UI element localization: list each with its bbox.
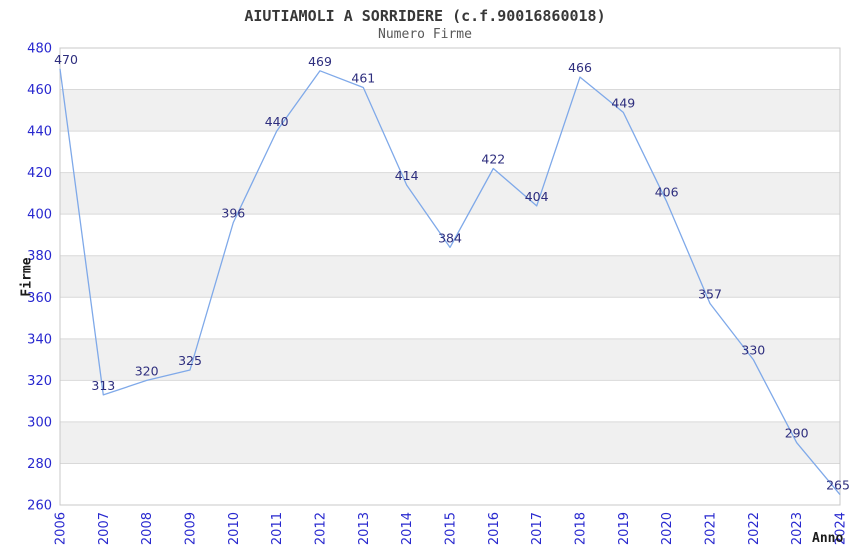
x-tick-label: 2021 [704,512,719,545]
y-tick-label: 440 [27,125,52,140]
chart-title: AIUTIAMOLI A SORRIDERE (c.f.90016860018) [244,7,606,25]
x-tick-label: 2018 [574,512,589,545]
grid-band [60,255,840,298]
x-tick-label: 2007 [97,512,112,545]
x-tick-label: 2013 [357,512,372,545]
plot-border [59,47,841,506]
x-tick-label: 2008 [140,512,155,545]
data-label: 422 [481,151,505,166]
data-label: 290 [785,426,809,441]
y-axis-title: Firme [19,257,35,297]
x-tick-label: 2015 [444,512,459,545]
x-tick-label: 2022 [747,512,762,545]
x-tick-label: 2011 [270,512,285,545]
x-tick-label: 2024 [834,512,849,545]
y-tick-label: 340 [27,332,52,347]
y-tick-label: 320 [27,374,52,389]
y-tick-label: 420 [27,166,52,181]
grid-band [60,338,840,381]
data-label: 461 [351,70,375,85]
y-tick-label: 260 [27,499,52,514]
x-tick-label: 2014 [400,512,415,545]
data-label: 396 [221,205,245,220]
y-tick-label: 400 [27,208,52,223]
x-tick-label: 2009 [184,512,199,545]
data-label: 404 [525,189,549,204]
x-tick-label: 2017 [530,512,545,545]
x-tick-label: 2010 [227,512,242,545]
x-axis-title: Anno [812,531,844,546]
y-tick-label: 480 [27,42,52,57]
data-label: 440 [265,114,289,129]
x-tick-label: 2020 [660,512,675,545]
grid-band [60,89,840,132]
data-label: 325 [178,353,202,368]
data-label: 313 [91,378,115,393]
x-tick-label: 2012 [314,512,329,545]
data-label: 470 [54,52,78,67]
data-label: 406 [655,185,679,200]
x-tick-label: 2006 [54,512,69,545]
x-tick-label: 2019 [617,512,632,545]
y-tick-label: 380 [27,249,52,264]
data-label: 320 [135,363,159,378]
x-tick-label: 2023 [790,512,805,545]
y-tick-label: 460 [27,83,52,98]
data-label: 330 [741,343,765,358]
data-label: 466 [568,60,592,75]
chart-subtitle: Numero Firme [378,27,472,42]
data-label: 384 [438,230,462,245]
data-label: 469 [308,54,332,69]
data-label: 414 [395,168,419,183]
data-label: 357 [698,287,722,302]
x-tick-label: 2016 [487,512,502,545]
grid-band [60,172,840,215]
data-label: 449 [611,95,635,110]
data-line [59,68,841,496]
data-label: 265 [826,478,850,493]
y-tick-label: 360 [27,291,52,306]
y-tick-label: 280 [27,457,52,472]
grid-band [60,421,840,464]
y-tick-label: 300 [27,415,52,430]
